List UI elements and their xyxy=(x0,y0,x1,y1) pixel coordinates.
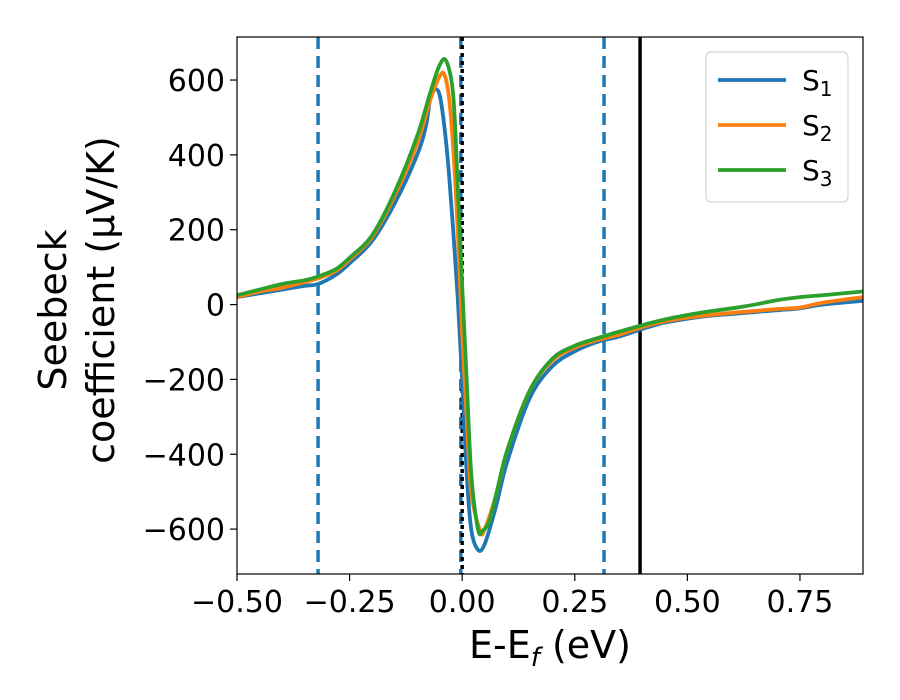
y-tick-label: −400 xyxy=(143,438,225,473)
x-tick-label: 0.00 xyxy=(429,585,496,620)
y-tick-label: 400 xyxy=(168,139,225,174)
x-tick-label: 0.25 xyxy=(541,585,608,620)
x-axis-label: E-Ef (eV) xyxy=(469,623,631,673)
x-axis-label-unit: (eV) xyxy=(540,623,631,667)
reference-lines xyxy=(316,37,642,574)
legend-label-1: S1 xyxy=(802,64,833,101)
x-tick-label: 0.50 xyxy=(654,585,721,620)
legend-label-2: S2 xyxy=(802,109,833,146)
x-axis: −0.50 −0.25 0.00 0.25 0.50 0.75 xyxy=(191,574,833,620)
y-axis-label-line1: Seebeck xyxy=(31,229,75,390)
y-axis-label-line2: coefficient (μV/K) xyxy=(79,136,123,464)
y-tick-label: 200 xyxy=(168,214,225,249)
legend-box xyxy=(705,51,849,203)
y-tick-label: 600 xyxy=(168,64,225,99)
legend: S1 S2 S3 xyxy=(705,51,849,203)
x-tick-label: 0.75 xyxy=(767,585,834,620)
series-line-3 xyxy=(237,57,863,537)
plot-frame xyxy=(236,36,864,575)
x-tick-label: −0.25 xyxy=(304,585,396,620)
y-axis: 600 400 200 0 −200 −400 −600 xyxy=(143,64,237,548)
x-tick-label: −0.50 xyxy=(191,585,283,620)
y-tick-label: 0 xyxy=(206,289,225,324)
legend-label-3: S3 xyxy=(802,154,833,191)
y-tick-label: −600 xyxy=(143,513,225,548)
series-layer xyxy=(237,57,863,553)
y-tick-label: −200 xyxy=(143,363,225,398)
